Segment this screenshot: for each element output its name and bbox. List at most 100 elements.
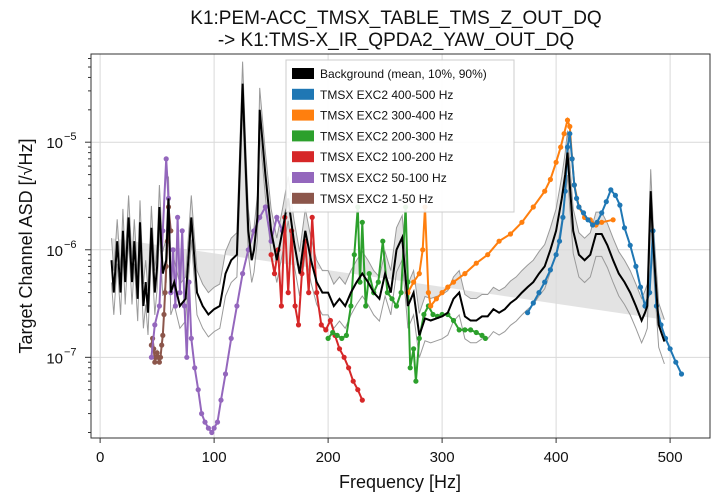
data-point xyxy=(610,217,616,223)
data-point xyxy=(309,214,315,220)
legend-swatch xyxy=(292,172,314,183)
data-point xyxy=(479,332,485,338)
data-point xyxy=(567,131,573,137)
legend-swatch xyxy=(292,68,314,79)
data-point xyxy=(148,354,154,360)
data-point xyxy=(450,279,457,285)
data-point xyxy=(473,260,479,266)
data-point xyxy=(199,411,205,417)
legend: Background (mean, 10%, 90%) TMSX EXC2 400… xyxy=(285,59,515,213)
data-point xyxy=(420,247,426,253)
data-point xyxy=(357,279,363,285)
data-point xyxy=(348,303,354,309)
data-point xyxy=(525,310,531,316)
data-point xyxy=(274,214,280,220)
data-point xyxy=(428,303,434,309)
data-point xyxy=(496,238,502,244)
chart-title-line-1: K1:PEM-ACC_TMSX_TABLE_TMS_Z_OUT_DQ xyxy=(190,8,601,29)
data-point xyxy=(576,204,582,210)
data-point xyxy=(351,252,357,258)
data-point xyxy=(627,242,633,248)
data-point xyxy=(553,159,559,165)
data-point xyxy=(343,332,349,338)
data-point xyxy=(285,290,291,296)
data-point xyxy=(450,317,457,324)
data-point xyxy=(398,290,404,296)
series-tmsx-exc2-400-500-hz xyxy=(525,131,685,377)
data-point xyxy=(218,397,224,403)
data-point xyxy=(175,214,181,220)
data-point xyxy=(603,199,609,205)
legend-swatch xyxy=(292,88,314,100)
y-axis-label: Target Channel ASD [/√Hz] xyxy=(16,139,36,354)
data-point xyxy=(156,303,162,309)
plot-frame xyxy=(90,53,711,439)
data-point xyxy=(416,271,422,277)
data-point xyxy=(234,303,240,309)
data-point xyxy=(599,219,605,225)
data-point xyxy=(468,327,474,333)
data-point xyxy=(590,222,596,228)
data-point xyxy=(159,342,165,348)
series-layer xyxy=(110,83,685,436)
data-point xyxy=(346,365,352,371)
data-point xyxy=(482,335,488,341)
data-point xyxy=(542,188,548,194)
data-point xyxy=(678,371,685,377)
data-point xyxy=(375,279,381,285)
data-point xyxy=(393,303,400,309)
legend-swatch xyxy=(292,192,314,204)
data-point xyxy=(519,219,525,225)
x-tick-label: 100 xyxy=(202,449,227,466)
data-point xyxy=(411,346,417,352)
x-tick-label: 300 xyxy=(430,449,455,466)
data-point xyxy=(569,156,575,162)
data-point xyxy=(560,214,566,220)
data-point xyxy=(156,359,162,365)
legend-label: TMSX EXC2 200-300 Hz xyxy=(320,129,453,143)
data-point xyxy=(152,359,158,365)
data-point xyxy=(530,204,536,210)
data-point xyxy=(553,252,559,258)
legend-label: TMSX EXC2 100-200 Hz xyxy=(320,150,453,164)
data-point xyxy=(222,371,229,377)
data-point xyxy=(188,335,194,341)
y-tick-label: 10 xyxy=(46,135,63,152)
data-point xyxy=(564,144,571,150)
data-point xyxy=(363,303,369,309)
x-tick-label: 0 xyxy=(96,449,104,466)
data-point xyxy=(547,267,554,273)
data-point xyxy=(350,378,356,384)
data-point xyxy=(366,271,372,277)
data-point xyxy=(462,327,468,333)
background-range-band xyxy=(111,61,665,320)
x-tick-label: 400 xyxy=(544,449,569,466)
data-point xyxy=(184,354,190,360)
y-tick-exponent: −5 xyxy=(64,131,77,143)
data-point xyxy=(389,296,395,302)
data-point xyxy=(673,359,679,365)
data-point xyxy=(162,290,168,296)
data-point xyxy=(507,231,514,237)
data-point xyxy=(214,419,221,425)
y-tick-label: 10 xyxy=(46,350,63,367)
data-point xyxy=(268,252,274,258)
chart-title-line-2: -> K1:TMS-X_IR_QPDA2_YAW_OUT_DQ xyxy=(218,30,574,51)
data-point xyxy=(330,329,336,336)
data-point xyxy=(154,350,160,356)
data-point xyxy=(574,195,580,201)
y-tick-exponent: −7 xyxy=(64,346,77,358)
data-point xyxy=(205,425,211,431)
data-point xyxy=(599,210,605,216)
y-tick-exponent: −6 xyxy=(64,239,77,251)
legend-label: TMSX EXC2 1-50 Hz xyxy=(320,192,433,206)
data-point xyxy=(271,271,278,277)
legend-swatch xyxy=(292,130,314,142)
x-axis-label: Frequency [Hz] xyxy=(339,472,461,492)
data-point xyxy=(181,303,188,309)
data-point xyxy=(558,144,564,150)
data-point xyxy=(306,290,312,296)
legend-swatch xyxy=(292,151,314,163)
data-point xyxy=(445,284,451,290)
